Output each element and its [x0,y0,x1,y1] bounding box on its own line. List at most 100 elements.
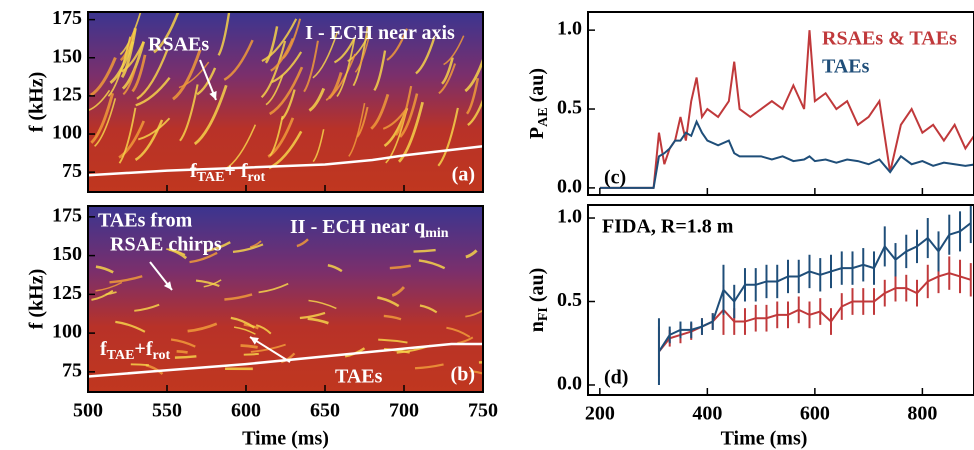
spectral-feature [94,98,117,147]
x-tick-label: 550 [152,400,182,422]
spectral-feature [230,316,255,329]
panel-title-part: min [425,226,449,241]
annotation: RSAE chirps [110,234,222,256]
panel-label: (b) [451,364,475,386]
line-label-part: +f [134,338,152,360]
spectral-feature [312,31,339,79]
spectral-feature [130,363,150,367]
spectral-feature [391,286,406,297]
spectral-feature [176,350,188,354]
spectral-feature [153,12,180,54]
y-axis-label-part: (au) [526,68,548,107]
x-tick-label: 400 [692,403,722,425]
x-tick-label: 700 [389,400,419,422]
spectral-feature [399,93,419,138]
spectral-feature [418,259,446,270]
arrow-head [250,337,259,345]
spectral-feature [265,74,284,106]
y-tick-label: 175 [52,7,82,29]
spectral-feature [136,48,169,100]
spectral-feature [109,275,143,284]
frequency-line [88,342,483,378]
annotation: TAEs from [98,210,193,232]
spectral-feature [383,314,402,321]
spectral-feature [224,293,253,301]
spectral-feature [303,40,319,93]
spectral-feature [389,264,411,270]
spectral-feature [205,241,231,253]
y-axis-label-part: P [526,127,548,139]
spectral-feature [414,363,444,370]
line-label-part: f [100,338,107,360]
panel-label: (a) [452,164,475,186]
spectral-feature [195,279,220,287]
spectral-feature [356,106,369,138]
x-tick-label: 650 [310,400,340,422]
spectral-feature [203,279,222,288]
spectral-feature [233,326,256,335]
spectral-feature [89,56,117,97]
spectral-feature [223,39,254,81]
spectral-feature [478,361,483,364]
spectral-feature [395,85,413,136]
spectral-feature [255,324,272,335]
spectral-feature [88,89,111,112]
spectral-feature [137,117,171,141]
spectral-feature [307,317,329,325]
spectral-feature [95,281,123,292]
line-label: fTAE+ frot [190,160,265,186]
spectral-feature [174,355,197,359]
spectral-feature [469,369,483,375]
spectral-feature [115,320,146,333]
panel-title: I - ECH near axis [305,22,455,44]
spectral-feature [166,248,186,256]
panel-title: II - ECH near qmin [290,216,449,242]
spectral-feature [217,12,231,56]
spectral-feature [270,37,294,72]
spectral-feature [91,289,114,301]
spectral-feature [261,18,298,62]
spectral-feature [134,303,160,312]
line-label-part: rot [152,348,170,363]
spectral-feature [258,282,289,294]
spectral-feature [269,115,284,157]
y-axis-label: PAE (au) [526,68,552,139]
spectral-feature [172,49,202,101]
spectral-feature [105,291,117,296]
axes-frame [87,11,484,193]
spectral-feature [378,338,408,344]
spectral-feature [377,296,400,308]
y-tick-label: 75 [62,359,82,381]
y-axis-label: nFI (au) [526,268,552,333]
y-axis-label-part: (au) [526,268,548,307]
spectral-feature [415,36,436,75]
x-tick-label: 600 [231,400,261,422]
spectral-feature [243,352,259,356]
spectral-feature [308,87,326,112]
x-tick-label: 750 [468,400,498,422]
plot-area [88,12,483,192]
spectral-feature [438,63,457,95]
y-tick-label: 150 [52,243,82,265]
spectral-feature [193,84,228,146]
spectral-feature [271,51,303,84]
y-axis-label-part: FI [536,307,551,321]
spectral-feature [441,57,454,85]
spectral-feature [109,41,135,84]
x-tick-label: 200 [585,403,615,425]
spectral-feature [135,77,171,107]
spectral-feature [312,129,325,163]
line-label-part: + f [224,160,247,182]
spectral-feature [107,36,131,97]
spectral-feature [354,30,372,73]
y-tick-label: 125 [52,282,82,304]
spectral-feature [120,28,137,79]
x-tick-label: 800 [907,403,937,425]
spectral-feature [178,61,210,89]
spectral-feature [189,251,218,264]
plot-area [88,206,483,392]
spectral-feature [95,265,114,274]
spectral-feature [373,50,387,92]
spectral-feature [443,35,465,66]
